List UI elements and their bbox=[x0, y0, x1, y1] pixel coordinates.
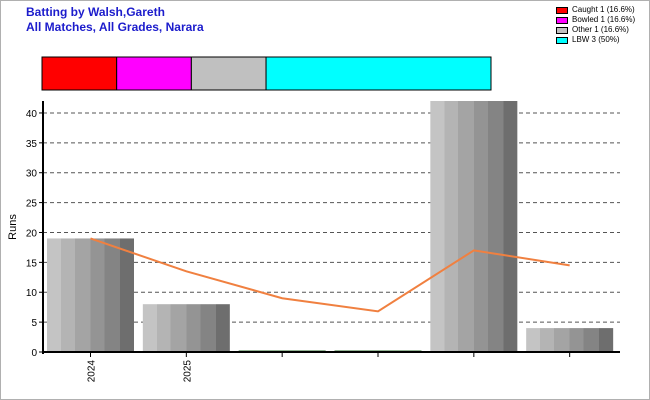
trend-line bbox=[90, 237, 570, 313]
legend-swatch-lbw bbox=[556, 36, 568, 44]
legend-swatch-bowled bbox=[556, 16, 568, 24]
legend-label-caught: Caught 1 (16.6%) bbox=[572, 5, 635, 14]
legend-item-bowled: Bowled 1 (16.6%) bbox=[556, 15, 635, 25]
legend-swatch-caught bbox=[556, 6, 568, 14]
x-ticks: 2024 2025 bbox=[87, 352, 571, 383]
y-ticks: 0 5 10 15 20 25 30 35 40 bbox=[26, 109, 43, 359]
bar-0 bbox=[47, 238, 134, 352]
x-tick-label-1: 2025 bbox=[182, 360, 193, 383]
legend-item-lbw: LBW 3 (50%) bbox=[556, 35, 635, 45]
stack-segment-2 bbox=[190, 56, 267, 91]
legend-label-bowled: Bowled 1 (16.6%) bbox=[572, 15, 636, 24]
y-tick-label-30: 30 bbox=[26, 169, 38, 180]
stack-segment-0 bbox=[41, 56, 118, 91]
y-tick-label-35: 35 bbox=[26, 139, 38, 150]
y-axis-label: Runs bbox=[7, 214, 19, 240]
legend: Caught 1 (16.6%) Bowled 1 (16.6%) Other … bbox=[556, 5, 635, 45]
stack-segment-3 bbox=[265, 56, 492, 91]
bar-1 bbox=[142, 304, 230, 352]
y-tick-label-10: 10 bbox=[26, 288, 38, 299]
y-tick-label-5: 5 bbox=[31, 318, 37, 329]
dismissal-stack-bar bbox=[41, 56, 492, 91]
y-tick-label-25: 25 bbox=[26, 199, 38, 210]
trend-line-group bbox=[90, 237, 570, 313]
chart-title: Batting by Walsh,Gareth bbox=[26, 5, 165, 19]
title-block: Batting by Walsh,Gareth All Matches, All… bbox=[26, 5, 204, 35]
bars bbox=[47, 101, 614, 352]
x-tick-label-0: 2024 bbox=[87, 360, 98, 383]
legend-label-lbw: LBW 3 (50%) bbox=[572, 35, 620, 44]
y-tick-label-0: 0 bbox=[31, 348, 37, 359]
bar-5 bbox=[526, 328, 614, 352]
stack-segment-1 bbox=[116, 56, 192, 91]
legend-item-other: Other 1 (16.6%) bbox=[556, 25, 635, 35]
legend-label-other: Other 1 (16.6%) bbox=[572, 25, 629, 34]
y-tick-label-15: 15 bbox=[26, 258, 38, 269]
y-tick-label-40: 40 bbox=[26, 109, 38, 120]
y-tick-label-20: 20 bbox=[26, 228, 38, 239]
legend-item-caught: Caught 1 (16.6%) bbox=[556, 5, 635, 15]
legend-swatch-other bbox=[556, 26, 568, 34]
chart-subtitle: All Matches, All Grades, Narara bbox=[26, 20, 204, 34]
bar-4 bbox=[430, 101, 518, 352]
gridlines bbox=[43, 112, 620, 323]
